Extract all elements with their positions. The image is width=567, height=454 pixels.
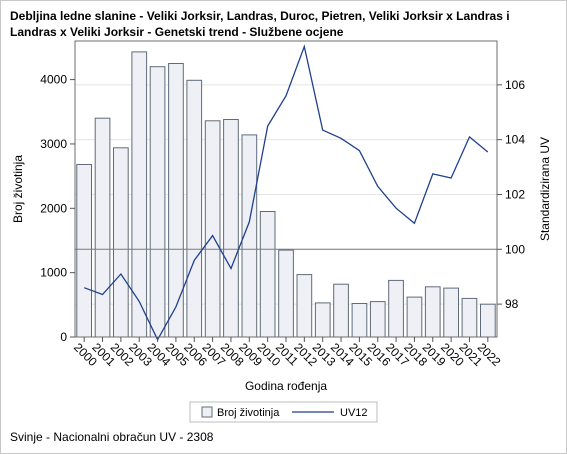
- bar: [443, 287, 459, 338]
- bar: [333, 283, 349, 338]
- uv12-line: [83, 44, 489, 342]
- left-tick-label: 4000: [40, 73, 67, 87]
- y2-axis-label: Standardizirana UV: [538, 137, 552, 241]
- bar: [406, 296, 423, 338]
- left-tick-label: 3000: [40, 137, 67, 151]
- right-tick-label: 100: [505, 242, 525, 256]
- bar: [480, 303, 496, 338]
- x-axis-label: Godina rođenja: [245, 379, 327, 393]
- bar: [424, 286, 441, 338]
- bar: [168, 63, 184, 338]
- line-series-uv12: [83, 44, 489, 342]
- bar: [94, 117, 111, 338]
- right-tick-label: 104: [505, 133, 525, 147]
- legend-box: [189, 401, 378, 423]
- bar: [223, 119, 239, 338]
- bar: [149, 66, 166, 338]
- bar: [278, 249, 294, 338]
- left-tick-label: 2000: [40, 201, 67, 215]
- axes: 0100020003000400098100102104106200020012…: [11, 40, 552, 393]
- legend: Broj životinja UV12: [189, 401, 378, 423]
- chart-title-line-1: Debljina ledne slanine - Veliki Jorksir,…: [10, 9, 510, 23]
- chart-title: Debljina ledne slanine - Veliki Jorksir,…: [10, 8, 555, 40]
- bar-series-broj-zivotinja: [76, 51, 496, 338]
- footer-note: Svinje - Nacionalni obračun UV - 2308: [10, 430, 214, 444]
- right-tick-label: 102: [505, 187, 525, 201]
- bar: [259, 211, 276, 338]
- chart-title-line-2: Landras x Veliki Jorksir - Genetski tren…: [10, 25, 344, 39]
- bar: [204, 120, 221, 338]
- bar: [76, 164, 93, 338]
- bar: [461, 297, 478, 338]
- legend-label-line: UV12: [340, 407, 368, 419]
- left-tick-label: 1000: [40, 266, 67, 280]
- bar: [369, 301, 386, 338]
- bar: [296, 274, 313, 338]
- bar: [186, 79, 203, 338]
- legend-label-bars: Broj životinja: [217, 407, 280, 419]
- bar: [351, 303, 368, 338]
- right-tick-label: 98: [505, 297, 519, 311]
- bar: [113, 147, 129, 338]
- right-tick-label: 106: [505, 78, 525, 92]
- y-axis-label: Broj životinja: [11, 155, 25, 223]
- left-tick-label: 0: [60, 330, 67, 344]
- bar: [314, 302, 331, 338]
- legend-swatch-bars: [201, 406, 213, 418]
- bar: [388, 279, 404, 338]
